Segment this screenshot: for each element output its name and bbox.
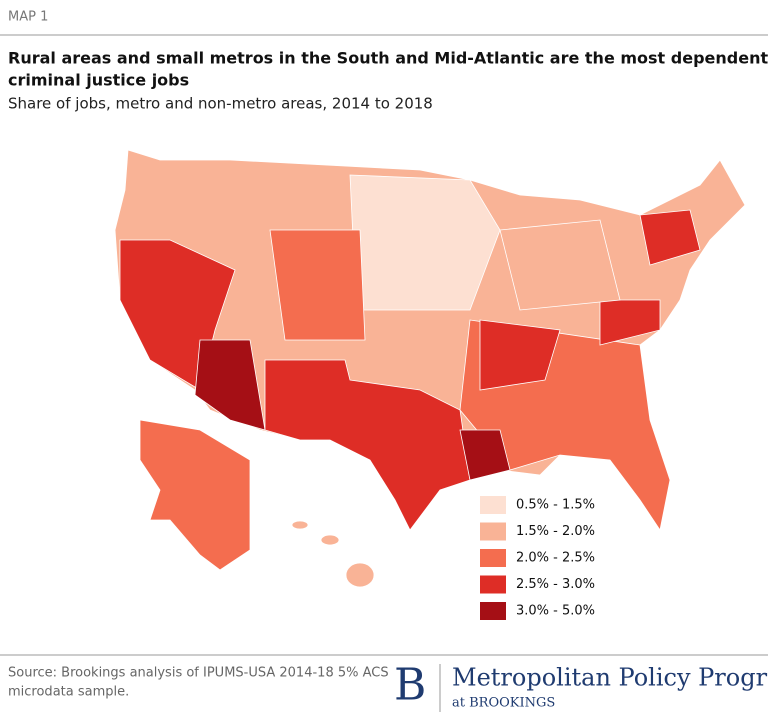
map-label: MAP 1 bbox=[8, 10, 48, 25]
legend-label: 0.5% - 1.5% bbox=[516, 498, 595, 513]
source-line: microdata sample. bbox=[8, 685, 129, 700]
subtitle: Share of jobs, metro and non-metro areas… bbox=[8, 95, 433, 113]
us-map bbox=[114, 149, 746, 588]
logo-letter: B bbox=[394, 660, 426, 711]
mississippi-region bbox=[479, 319, 561, 391]
title-line: Rural areas and small metros in the Sout… bbox=[8, 49, 768, 68]
hawaii-island bbox=[345, 562, 375, 588]
louisiana-region bbox=[459, 429, 511, 481]
hawaii-island bbox=[291, 520, 309, 530]
legend-label: 2.5% - 3.0% bbox=[516, 577, 595, 592]
new-york-region bbox=[639, 209, 701, 266]
midwest-region bbox=[499, 219, 621, 311]
southwest-region bbox=[264, 359, 471, 531]
arizona-region bbox=[194, 339, 266, 431]
legend-swatch bbox=[480, 496, 506, 514]
legend-swatch bbox=[480, 522, 506, 541]
plains-region bbox=[349, 174, 501, 311]
legend-label: 3.0% - 5.0% bbox=[516, 604, 595, 619]
legend: 0.5% - 1.5% 1.5% - 2.0% 2.0% - 2.5% 2.5% - … bbox=[480, 496, 595, 620]
virginia-region bbox=[599, 299, 661, 346]
alaska bbox=[139, 419, 251, 571]
legend-label: 1.5% - 2.0% bbox=[516, 524, 595, 539]
hawaii-island bbox=[320, 534, 340, 546]
mountain-region bbox=[269, 229, 366, 341]
legend-swatch bbox=[480, 549, 506, 567]
program-name: Metropolitan Policy Program bbox=[452, 664, 768, 692]
legend-label: 2.0% - 2.5% bbox=[516, 551, 595, 566]
source-line: Source: Brookings analysis of IPUMS-USA … bbox=[8, 666, 389, 681]
legend-swatch bbox=[480, 602, 506, 620]
legend-swatch bbox=[480, 575, 506, 594]
affiliation: at BROOKINGS bbox=[452, 696, 555, 711]
title-line: criminal justice jobs bbox=[8, 71, 189, 90]
